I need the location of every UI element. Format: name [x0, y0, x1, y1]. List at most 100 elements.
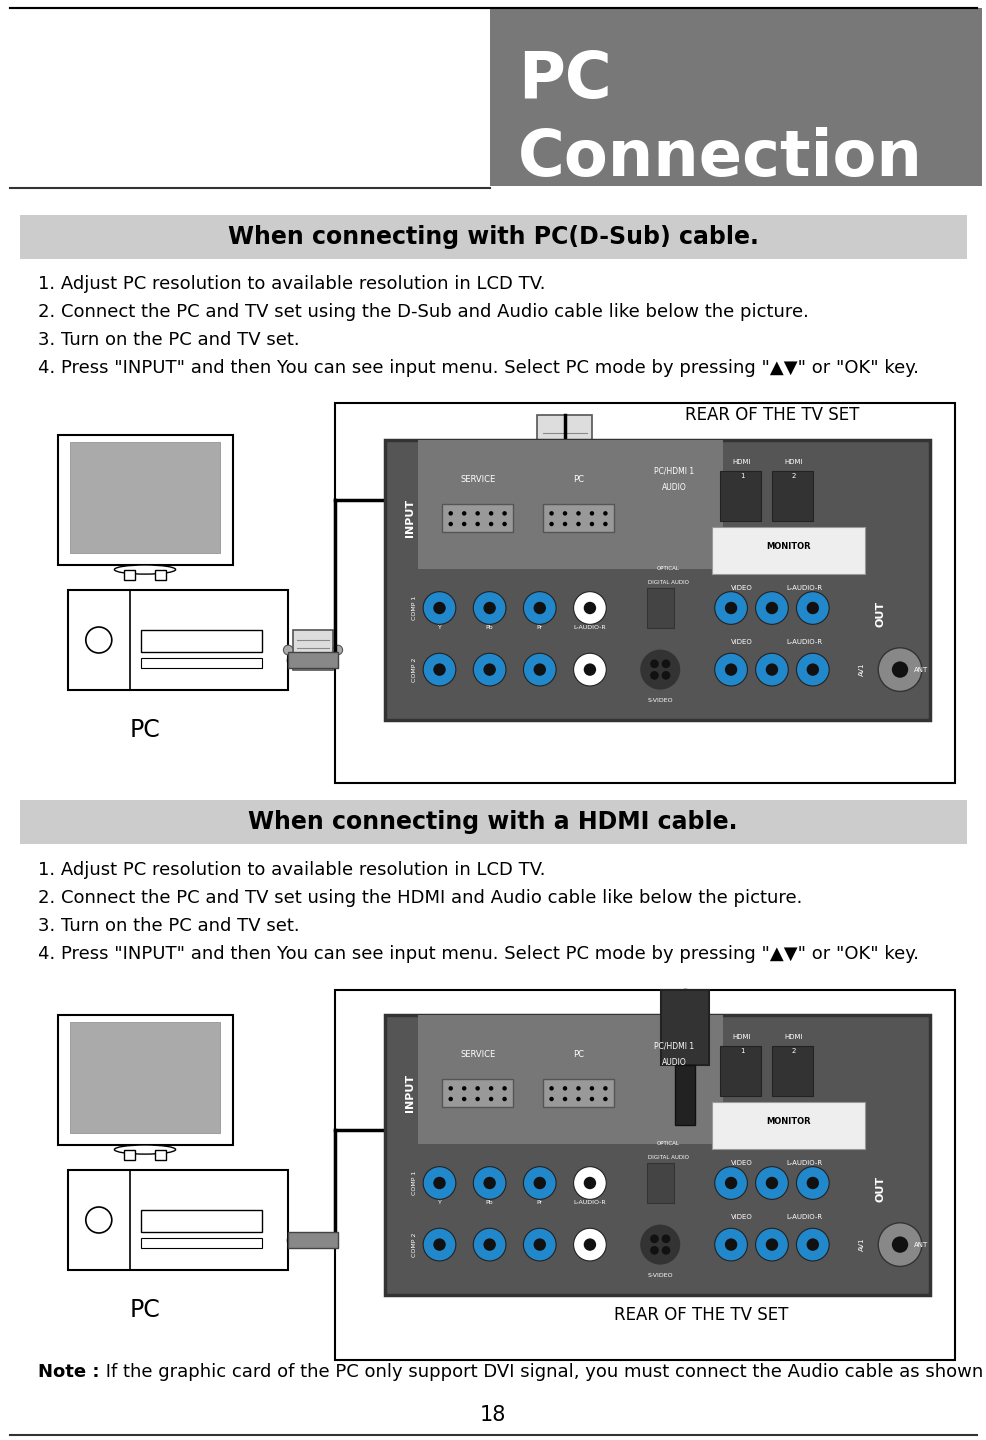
Circle shape: [423, 654, 456, 685]
Circle shape: [523, 1228, 555, 1261]
Circle shape: [488, 511, 493, 516]
Text: HDMI: HDMI: [732, 459, 750, 465]
Text: OUT: OUT: [875, 600, 885, 626]
Circle shape: [661, 671, 669, 680]
Text: Note :: Note :: [38, 1364, 100, 1381]
Circle shape: [765, 664, 777, 675]
Text: 4. Press "INPUT" and then You can see input menu. Select PC mode by pressing "▲▼: 4. Press "INPUT" and then You can see in…: [38, 945, 918, 963]
Circle shape: [724, 664, 737, 675]
Circle shape: [86, 1207, 111, 1233]
Bar: [720, 1045, 760, 1096]
Circle shape: [755, 1228, 788, 1261]
Circle shape: [475, 521, 479, 526]
Circle shape: [562, 511, 567, 516]
Circle shape: [583, 1238, 596, 1251]
Circle shape: [533, 664, 545, 675]
Circle shape: [549, 521, 553, 526]
Circle shape: [423, 1228, 456, 1261]
Text: MONITOR: MONITOR: [765, 541, 810, 552]
Text: Connection: Connection: [518, 127, 922, 189]
Text: 4. Press "INPUT" and then You can see input menu. Select PC mode by pressing "▲▼: 4. Press "INPUT" and then You can see in…: [38, 359, 918, 377]
Bar: [646, 1164, 673, 1202]
Bar: [489, 9, 981, 186]
Bar: [70, 442, 220, 553]
Circle shape: [461, 511, 466, 516]
Circle shape: [448, 1086, 453, 1090]
Circle shape: [433, 1238, 446, 1251]
Circle shape: [661, 1246, 669, 1254]
Circle shape: [502, 511, 506, 516]
Text: 3. Turn on the PC and TV set.: 3. Turn on the PC and TV set.: [38, 331, 300, 348]
Bar: [442, 504, 513, 533]
Text: When connecting with a HDMI cable.: When connecting with a HDMI cable.: [248, 809, 737, 834]
Circle shape: [589, 1097, 594, 1102]
Text: Y: Y: [437, 625, 441, 631]
Bar: [155, 570, 166, 580]
Circle shape: [483, 602, 495, 615]
Bar: [334, 991, 954, 1359]
Text: OPTICAL: OPTICAL: [657, 1142, 679, 1146]
Bar: [674, 1066, 694, 1125]
Text: AUDIO: AUDIO: [661, 1058, 685, 1067]
Text: VIDEO: VIDEO: [731, 638, 752, 645]
Circle shape: [433, 1176, 446, 1189]
Circle shape: [714, 1228, 746, 1261]
Text: PC/HDMI 1: PC/HDMI 1: [653, 467, 693, 475]
Text: S-VIDEO: S-VIDEO: [647, 698, 672, 703]
Text: 1: 1: [739, 1048, 743, 1054]
Text: DIGITAL AUDIO: DIGITAL AUDIO: [647, 580, 688, 585]
Text: Pr: Pr: [536, 1200, 542, 1205]
Circle shape: [573, 654, 605, 685]
Circle shape: [576, 511, 580, 516]
Text: 18: 18: [479, 1405, 506, 1426]
Text: L-AUDIO-R: L-AUDIO-R: [573, 625, 605, 631]
Circle shape: [639, 1224, 680, 1266]
Bar: [68, 1169, 288, 1270]
Ellipse shape: [114, 1145, 176, 1153]
Circle shape: [796, 592, 828, 625]
Text: 1. Adjust PC resolution to available resolution in LCD TV.: 1. Adjust PC resolution to available res…: [38, 861, 545, 878]
Circle shape: [650, 660, 658, 668]
Bar: [720, 471, 760, 521]
Circle shape: [589, 511, 594, 516]
Bar: [140, 631, 261, 652]
Text: L-AUDIO-R: L-AUDIO-R: [573, 1200, 605, 1205]
Bar: [140, 1210, 261, 1233]
Circle shape: [576, 1086, 580, 1090]
Bar: [542, 504, 613, 533]
Text: HDMI: HDMI: [732, 1034, 750, 1040]
Text: MONITOR: MONITOR: [765, 1117, 810, 1126]
Circle shape: [483, 1176, 495, 1189]
Circle shape: [473, 592, 506, 625]
Circle shape: [714, 654, 746, 685]
Text: 2: 2: [791, 1048, 795, 1054]
Circle shape: [714, 592, 746, 625]
Circle shape: [714, 1166, 746, 1200]
Text: Pr: Pr: [536, 625, 542, 631]
Circle shape: [488, 1097, 493, 1102]
Circle shape: [589, 1086, 594, 1090]
Bar: [288, 652, 337, 668]
Bar: [711, 1102, 864, 1149]
Circle shape: [423, 592, 456, 625]
Text: OUT: OUT: [875, 1175, 885, 1201]
Circle shape: [488, 1086, 493, 1090]
Circle shape: [573, 592, 605, 625]
Text: L-AUDIO-R: L-AUDIO-R: [786, 586, 822, 592]
Text: REAR OF THE TV SET: REAR OF THE TV SET: [613, 1306, 788, 1323]
Text: PC: PC: [129, 719, 160, 742]
Text: REAR OF THE TV SET: REAR OF THE TV SET: [684, 406, 858, 423]
Text: VIDEO: VIDEO: [731, 1161, 752, 1166]
Circle shape: [461, 1086, 466, 1090]
Circle shape: [583, 602, 596, 615]
Text: 3. Turn on the PC and TV set.: 3. Turn on the PC and TV set.: [38, 917, 300, 935]
Circle shape: [661, 1234, 669, 1243]
Circle shape: [755, 1166, 788, 1200]
Circle shape: [433, 664, 446, 675]
Circle shape: [891, 661, 907, 678]
Text: PC: PC: [129, 1297, 160, 1322]
Circle shape: [562, 1086, 567, 1090]
Circle shape: [448, 511, 453, 516]
Circle shape: [502, 1086, 506, 1090]
Text: OPTICAL: OPTICAL: [657, 566, 679, 572]
